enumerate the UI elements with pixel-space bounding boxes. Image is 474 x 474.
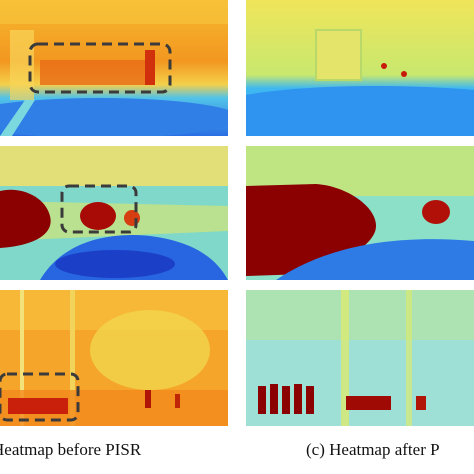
- highlight-box-row2: [60, 184, 138, 234]
- caption-after: (c) Heatmap after P: [306, 440, 440, 459]
- highlight-box-row3: [0, 372, 80, 422]
- heatmap-before-row3: [0, 290, 228, 426]
- heatmap-after-row3: [246, 290, 474, 426]
- heatmap-before-row1: [0, 0, 228, 136]
- highlight-box-row1: [28, 42, 172, 94]
- heatmap-after-row1: [246, 0, 474, 136]
- heatmap-after-row2: [246, 146, 474, 280]
- heatmap-before-row2: [0, 146, 228, 280]
- caption-before: Heatmap before PISR: [0, 440, 142, 459]
